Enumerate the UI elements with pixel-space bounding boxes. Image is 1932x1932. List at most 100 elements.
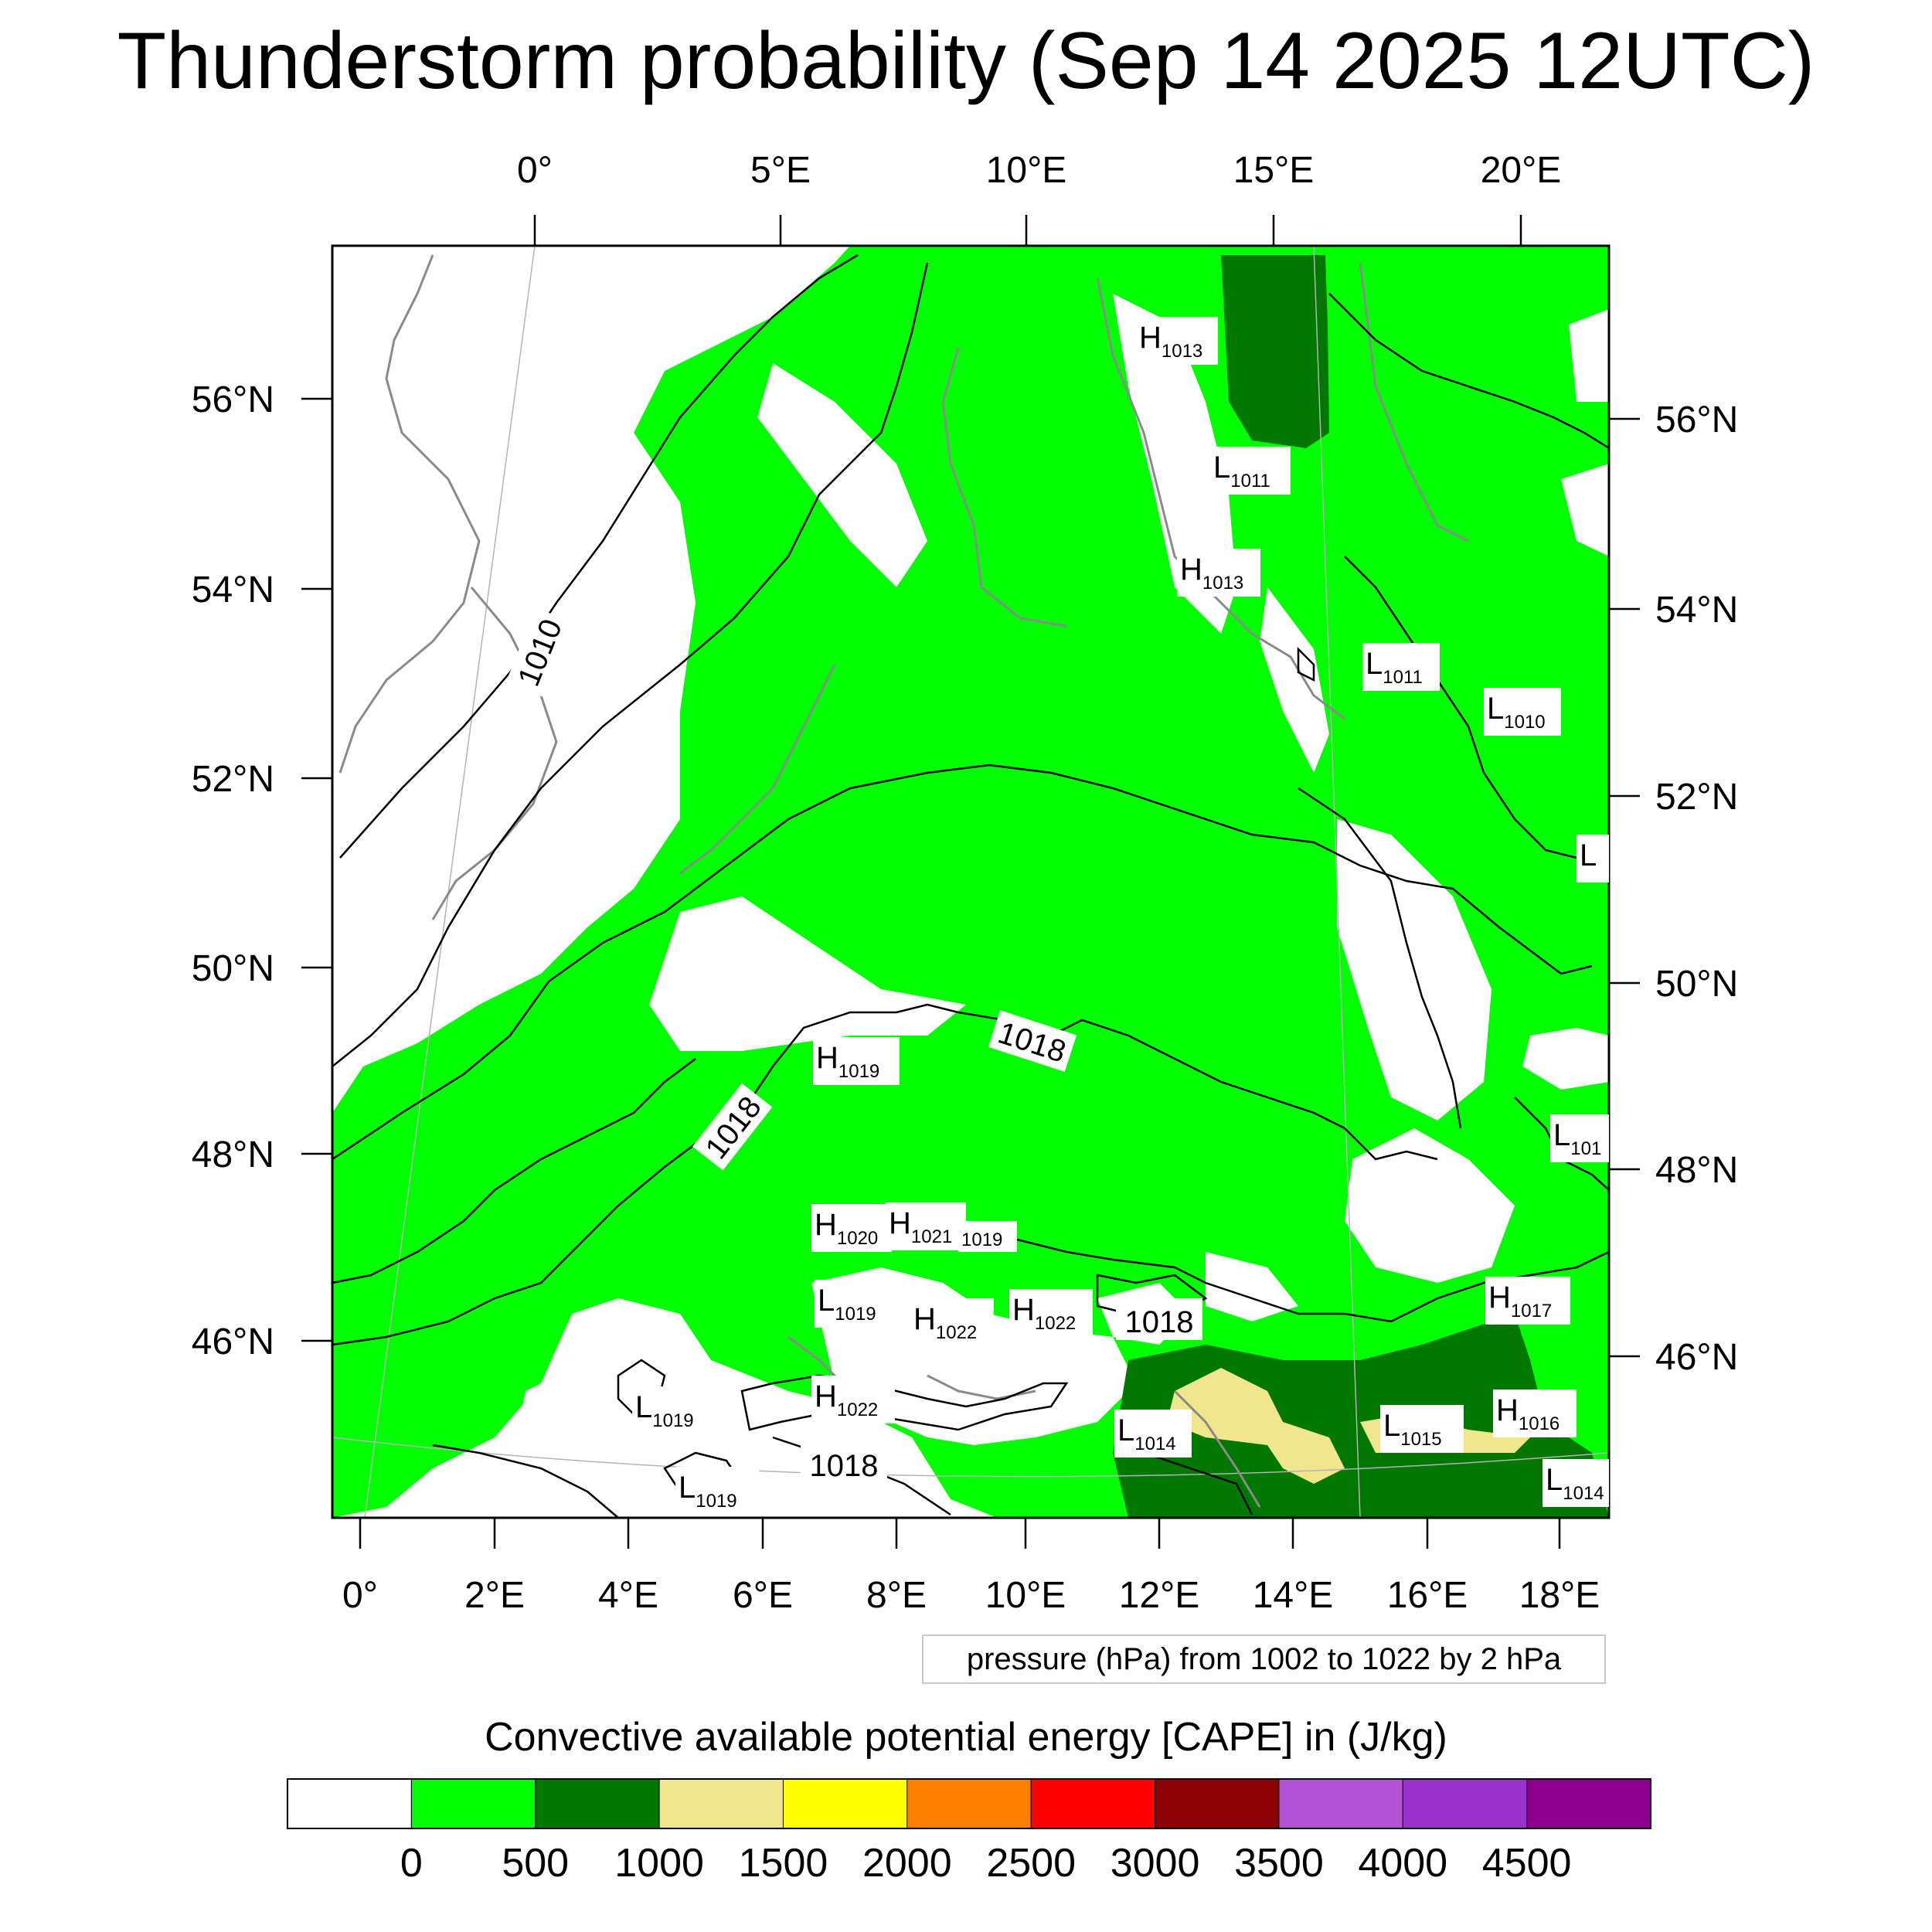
top-lon-label: 20°E <box>1481 150 1562 191</box>
bottom-lon-label: 10°E <box>985 1575 1066 1616</box>
left-lat-label: 50°N <box>192 948 274 989</box>
pressure-center-value: 1011 <box>1383 667 1423 688</box>
pressure-center-value: 1019 <box>696 1491 736 1512</box>
colorbar-swatch <box>782 1778 908 1829</box>
top-lon-label: 10°E <box>986 150 1067 191</box>
colorbar-swatch <box>1155 1778 1280 1829</box>
pressure-center-type: L <box>1366 647 1383 681</box>
bottom-lon-label: 14°E <box>1253 1575 1334 1616</box>
svg-text:1019: 1019 <box>961 1230 1002 1250</box>
right-lat-label: 56°N <box>1655 400 1738 440</box>
right-lat-label: 54°N <box>1655 590 1738 631</box>
bottom-lon-label: 6°E <box>733 1575 793 1616</box>
bottom-lon-label: 2°E <box>464 1575 525 1616</box>
colorbar-tick-label: 0 <box>400 1841 423 1886</box>
contour-info-box: pressure (hPa) from 1002 to 1022 by 2 hP… <box>922 1634 1606 1684</box>
pressure-center-value: 1019 <box>835 1304 876 1325</box>
pressure-center-value: 1022 <box>936 1322 977 1343</box>
pressure-center-type: L <box>1213 451 1230 485</box>
svg-text:H1013: H1013 <box>1180 553 1243 594</box>
right-lat-label: 46°N <box>1655 1337 1738 1378</box>
colorbar-tick-label: 4000 <box>1358 1841 1447 1886</box>
svg-text:L: L <box>1580 838 1597 872</box>
pressure-center-type: H <box>815 1379 837 1413</box>
colorbar-tick-label: 1500 <box>739 1841 828 1886</box>
colorbar-swatch <box>1526 1778 1651 1829</box>
colorbar-title: Convective available potential energy [C… <box>485 1715 1447 1760</box>
svg-text:H1022: H1022 <box>1012 1293 1076 1334</box>
svg-text:H1020: H1020 <box>815 1208 878 1249</box>
pressure-center-value: 1013 <box>1162 341 1202 362</box>
pressure-center-value: 1014 <box>1563 1483 1604 1504</box>
left-lat-label: 56°N <box>192 379 274 420</box>
svg-text:L1011: L1011 <box>1213 451 1270 492</box>
colorbar-swatch <box>906 1778 1032 1829</box>
colorbar-tick-label: 4500 <box>1482 1841 1572 1886</box>
colorbar-border <box>287 1778 1651 1829</box>
left-lat-label: 54°N <box>192 570 274 611</box>
svg-text:H1017: H1017 <box>1488 1281 1552 1321</box>
svg-text:L1019: L1019 <box>679 1471 737 1512</box>
pressure-center-value: 1020 <box>837 1228 878 1249</box>
isobar-label: 1018 <box>1125 1305 1194 1339</box>
pressure-center-type: H <box>1139 321 1162 355</box>
svg-text:H1016: H1016 <box>1496 1393 1560 1434</box>
pressure-center-type: L <box>818 1284 835 1318</box>
colorbar-tick-label: 2000 <box>862 1841 952 1886</box>
pressure-centers: H1013 L1011 H1013 L1011 L1010 L H1019 L1… <box>632 317 1609 1515</box>
graticule <box>332 246 1609 1518</box>
pressure-center-type: L <box>1117 1413 1134 1447</box>
cape-area-1000-1500 <box>1167 1368 1345 1484</box>
pressure-center-type: H <box>816 1041 838 1075</box>
svg-text:L1010: L1010 <box>1487 692 1546 733</box>
colorbar-tick-label: 500 <box>502 1841 569 1886</box>
cape-area-0-500 <box>332 246 1609 1518</box>
colorbar-swatch <box>1402 1778 1528 1829</box>
svg-text:L1014: L1014 <box>1546 1463 1604 1504</box>
pressure-center-value: 101 <box>1570 1138 1601 1159</box>
bottom-lon-label: 8°E <box>866 1575 927 1616</box>
bottom-lon-label: 0° <box>342 1575 378 1616</box>
pressure-center-type: H <box>1496 1393 1519 1427</box>
svg-text:L1011: L1011 <box>1366 647 1423 688</box>
pressure-center-value: 1017 <box>1511 1301 1552 1321</box>
pressure-center-value: 1019 <box>838 1061 879 1082</box>
pressure-center-type: H <box>1012 1293 1035 1327</box>
tick-marks <box>301 215 1640 1549</box>
left-lat-label: 48°N <box>192 1134 274 1175</box>
colorbar: 0 500 1000 1500 2000 2500 3000 3500 4000 4500 <box>287 1778 1651 1886</box>
pressure-center-value: 1013 <box>1202 573 1243 594</box>
bottom-lon-label: 4°E <box>598 1575 658 1616</box>
cape-area-500-1000 <box>1221 255 1329 448</box>
colorbar-swatch <box>535 1778 660 1829</box>
colorbar-tick-label: 1000 <box>614 1841 704 1886</box>
colorbar-swatch <box>658 1778 784 1829</box>
pressure-center-value: 1016 <box>1519 1413 1560 1434</box>
pressure-center-type: L <box>679 1471 696 1505</box>
pressure-center-type: H <box>1488 1281 1511 1315</box>
pressure-center-value: 1014 <box>1134 1434 1175 1454</box>
map-title: Thunderstorm probability (Sep 14 2025 12… <box>117 16 1815 106</box>
svg-text:H1022: H1022 <box>913 1302 977 1343</box>
pressure-center-type: L <box>1553 1118 1570 1152</box>
svg-text:H1021: H1021 <box>889 1206 952 1247</box>
pressure-center-value: 1019 <box>652 1410 693 1431</box>
pressure-center-type: H <box>815 1208 837 1242</box>
pressure-center-type: H <box>1180 553 1202 587</box>
colorbar-tick-label: 3500 <box>1234 1841 1324 1886</box>
pressure-center-value: 1022 <box>1035 1313 1076 1334</box>
left-lat-label: 52°N <box>192 759 274 800</box>
pressure-center-value: 1010 <box>1504 712 1545 733</box>
pressure-center-value: 1015 <box>1400 1429 1441 1450</box>
colorbar-tick-label: 2500 <box>986 1841 1076 1886</box>
bottom-lon-label: 16°E <box>1387 1575 1468 1616</box>
colorbar-swatch <box>1030 1778 1156 1829</box>
svg-text:H1013: H1013 <box>1139 321 1202 362</box>
right-lat-label: 52°N <box>1655 777 1738 818</box>
cape-field <box>332 246 1609 1518</box>
pressure-center-type: L <box>1487 692 1504 726</box>
colorbar-tick-label: 3000 <box>1111 1841 1200 1886</box>
right-lat-label: 50°N <box>1655 964 1738 1005</box>
pressure-center-type: H <box>889 1206 911 1240</box>
isobar-label: 1018 <box>810 1449 879 1483</box>
